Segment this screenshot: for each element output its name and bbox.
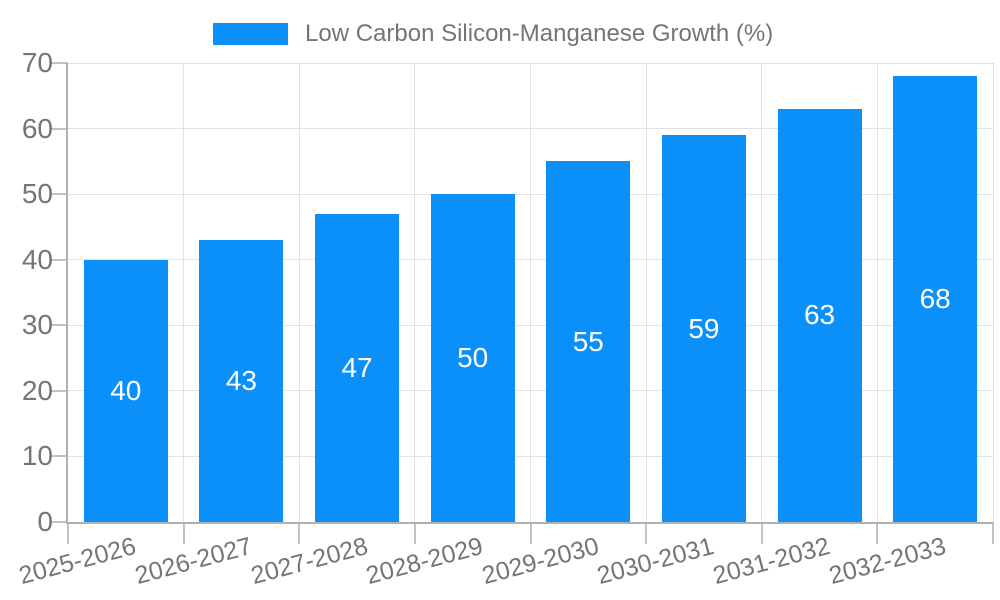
y-tick-mark bbox=[50, 455, 68, 458]
bar-value-label: 40 bbox=[110, 374, 142, 406]
x-axis-tick-label: 2025-2026 bbox=[16, 532, 140, 590]
bar-2029-2030: 55 bbox=[546, 161, 631, 522]
y-tick-mark bbox=[50, 127, 68, 130]
y-tick-mark bbox=[50, 324, 68, 327]
y-tick-mark bbox=[50, 258, 68, 261]
x-axis-tick-label: 2026-2027 bbox=[131, 532, 255, 590]
bar-value-label: 43 bbox=[225, 365, 258, 396]
x-tick-mark bbox=[182, 522, 185, 544]
y-axis-tick-label: 20 bbox=[21, 374, 53, 406]
x-axis-tick-label: 2032-2033 bbox=[825, 532, 949, 590]
x-gridline bbox=[414, 63, 416, 522]
legend-swatch-icon bbox=[213, 23, 288, 45]
x-gridline bbox=[530, 63, 531, 522]
y-axis-line bbox=[66, 63, 68, 524]
x-gridline bbox=[992, 63, 994, 522]
bar-value-label: 50 bbox=[457, 342, 489, 374]
x-tick-mark bbox=[67, 522, 69, 544]
x-gridline bbox=[298, 63, 300, 522]
x-axis-tick-label: 2029-2030 bbox=[478, 532, 602, 590]
y-tick-mark bbox=[50, 62, 68, 64]
x-tick-mark bbox=[413, 522, 416, 544]
y-tick-mark bbox=[50, 389, 68, 392]
y-axis-tick-label: 60 bbox=[21, 112, 53, 144]
bar-2030-2031: 59 bbox=[661, 135, 746, 522]
bar-2028-2029: 50 bbox=[430, 194, 515, 522]
x-axis-line bbox=[66, 522, 993, 524]
x-axis-tick-label: 2031-2032 bbox=[710, 532, 833, 590]
x-tick-mark bbox=[645, 522, 648, 544]
x-tick-mark bbox=[298, 522, 301, 544]
x-tick-mark bbox=[760, 522, 763, 544]
bar-value-label: 59 bbox=[688, 312, 720, 344]
y-axis-tick-label: 30 bbox=[21, 309, 53, 341]
y-axis-tick-label: 0 bbox=[37, 506, 53, 537]
bar-2031-2032: 63 bbox=[777, 108, 862, 522]
x-axis-tick-label: 2027-2028 bbox=[247, 532, 371, 590]
bar-2026-2027: 43 bbox=[199, 240, 284, 522]
x-tick-mark bbox=[992, 522, 994, 544]
bar-value-label: 47 bbox=[341, 351, 373, 383]
x-tick-mark bbox=[876, 522, 879, 544]
x-axis-tick-label: 2028-2029 bbox=[363, 532, 486, 590]
x-gridline bbox=[876, 63, 878, 522]
bar-value-label: 55 bbox=[572, 325, 604, 357]
x-gridline bbox=[183, 63, 185, 522]
y-axis-tick-label: 40 bbox=[21, 243, 53, 275]
y-tick-mark bbox=[50, 193, 68, 196]
y-axis-tick-label: 10 bbox=[21, 440, 53, 472]
bar-2025-2026: 40 bbox=[83, 259, 168, 522]
bar-value-label: 63 bbox=[803, 299, 836, 331]
bar-value-label: 68 bbox=[919, 283, 951, 315]
y-axis-tick-label: 70 bbox=[21, 47, 53, 78]
legend-label: Low Carbon Silicon-Manganese Growth (%) bbox=[305, 20, 774, 47]
x-gridline bbox=[645, 63, 647, 522]
bar-2032-2033: 68 bbox=[893, 76, 978, 522]
y-tick-mark bbox=[50, 521, 68, 523]
y-axis-tick-label: 50 bbox=[21, 178, 53, 210]
x-tick-mark bbox=[529, 522, 532, 544]
x-gridline bbox=[761, 63, 763, 522]
legend: Low Carbon Silicon-Manganese Growth (%) bbox=[213, 20, 773, 48]
bar-2027-2028: 47 bbox=[315, 213, 400, 522]
x-axis-tick-label: 2030-2031 bbox=[594, 532, 718, 590]
